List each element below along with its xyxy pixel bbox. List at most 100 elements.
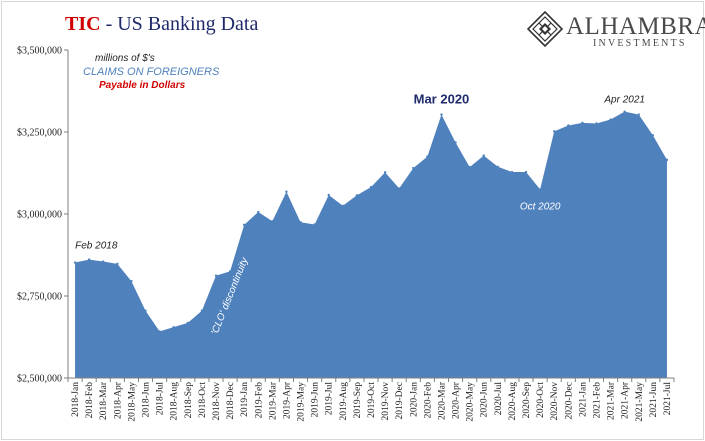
x-tick-label: 2021-Jan — [578, 382, 588, 417]
chart-title: TIC - US Banking Data — [65, 13, 258, 36]
x-tick-label: 2018-Jun — [142, 382, 152, 418]
data-point — [581, 121, 584, 125]
data-point — [567, 124, 570, 127]
x-tick-label: 2018-Apr — [113, 381, 123, 419]
x-tick-label: 2020-Jul — [494, 382, 504, 416]
data-point — [426, 155, 429, 158]
data-point — [73, 261, 77, 264]
data-point — [538, 188, 542, 191]
x-tick-label: 2020-Jun — [480, 382, 490, 418]
x-tick-label: 2019-Mar — [268, 381, 278, 420]
data-point — [355, 194, 359, 197]
data-point — [242, 223, 246, 227]
data-point — [553, 130, 556, 133]
data-point — [369, 185, 373, 189]
data-point — [468, 165, 471, 169]
x-tick-label: 2019-Nov — [381, 382, 391, 421]
x-tick-label: 2020-Jan — [409, 382, 419, 417]
data-point — [454, 141, 457, 144]
data-point — [186, 321, 189, 325]
data-point — [412, 166, 415, 170]
x-tick-label: 2018-Jan — [71, 382, 81, 417]
data-point — [87, 258, 91, 261]
x-tick-label: 2018-Dec — [226, 382, 236, 419]
x-tick-label: 2020-Apr — [452, 381, 462, 419]
series-area — [75, 111, 667, 378]
series-label: CLAIMS ON FOREIGNERS — [83, 66, 220, 78]
x-tick-label: 2018-Aug — [170, 382, 180, 421]
brand-name: ALHAMBRA — [566, 13, 705, 40]
data-point — [341, 204, 345, 207]
annotation-feb-2018: Feb 2018 — [75, 241, 118, 252]
data-point — [482, 154, 485, 157]
y-tick-label: $2,750,000 — [17, 292, 62, 303]
y-tick-label: $3,250,000 — [17, 128, 62, 139]
data-point — [665, 158, 669, 162]
y-tick-label: $3,000,000 — [17, 210, 62, 221]
x-tick-label: 2021-Apr — [621, 381, 631, 419]
data-point — [440, 113, 443, 116]
x-tick-label: 2018-Oct — [198, 382, 208, 418]
data-point — [285, 190, 288, 193]
annotation-apr-2021: Apr 2021 — [603, 95, 645, 106]
data-point — [102, 260, 105, 263]
data-point — [623, 110, 626, 113]
x-tick-label: 2018-May — [127, 382, 137, 422]
data-point — [200, 309, 204, 312]
data-point — [383, 171, 387, 174]
x-tick-label: 2020-Mar — [437, 381, 447, 420]
x-tick-label: 2019-Jun — [311, 382, 321, 418]
x-tick-label: 2020-Feb — [423, 382, 433, 419]
x-tick-label: 2019-Feb — [254, 382, 264, 419]
x-tick-label: 2019-Jan — [240, 382, 250, 417]
data-point — [228, 270, 232, 273]
data-point — [313, 223, 316, 226]
y-tick-label: $3,500,000 — [17, 46, 62, 57]
x-tick-label: 2019-Aug — [339, 382, 349, 421]
x-tick-label: 2021-Jul — [663, 382, 673, 416]
x-tick-label: 2020-Nov — [550, 382, 560, 421]
x-tick-label: 2018-Feb — [85, 382, 95, 419]
title-rest: - US Banking Data — [105, 13, 259, 35]
brand-logo: ALHAMBRA INVESTMENTS — [527, 10, 705, 50]
x-tick-label: 2021-Jun — [649, 382, 659, 418]
x-tick-label: 2020-Dec — [564, 382, 574, 419]
data-point — [257, 210, 260, 214]
x-tick-label: 2020-May — [466, 382, 476, 422]
data-point — [271, 220, 274, 223]
data-point — [524, 170, 528, 174]
data-point — [144, 309, 147, 312]
x-tick-label: 2019-Sep — [353, 382, 363, 419]
data-point — [637, 113, 640, 116]
annotation-oct-2020: Oct 2020 — [520, 201, 561, 212]
x-tick-label: 2018-Jul — [156, 382, 166, 416]
x-tick-label: 2018-Nov — [212, 382, 222, 421]
x-tick-label: 2020-Aug — [508, 382, 518, 421]
units-note: millions of $'s — [95, 53, 155, 64]
x-tick-label: 2021-Feb — [592, 382, 602, 419]
annotation-mar-2020: Mar 2020 — [414, 92, 470, 107]
data-point — [116, 262, 119, 266]
diamond-lattice-icon — [527, 11, 563, 47]
x-tick-label: 2021-May — [635, 382, 645, 422]
data-point — [130, 280, 133, 283]
x-tick-label: 2020-Oct — [536, 382, 546, 418]
data-point — [327, 193, 330, 197]
x-tick-label: 2019-Oct — [367, 382, 377, 418]
data-point — [496, 165, 500, 168]
x-tick-label: 2018-Mar — [99, 381, 109, 420]
data-point — [595, 122, 598, 125]
data-point — [651, 134, 655, 137]
brand-subtitle: INVESTMENTS — [593, 38, 687, 49]
x-tick-label: 2018-Sep — [184, 382, 194, 419]
title-tic: TIC — [65, 13, 101, 35]
x-tick-label: 2019-Dec — [395, 382, 405, 419]
y-tick-label: $2,500,000 — [17, 374, 62, 385]
subseries-label: Payable in Dollars — [99, 80, 186, 91]
data-point — [510, 170, 514, 174]
x-tick-label: 2019-Apr — [282, 381, 292, 419]
data-point — [172, 325, 175, 329]
data-point — [214, 274, 218, 277]
data-point — [397, 187, 401, 190]
